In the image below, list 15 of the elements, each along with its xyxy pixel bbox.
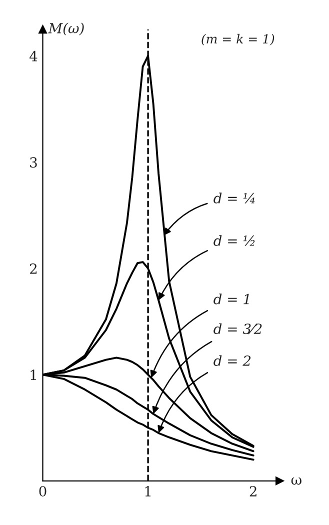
annotation: d = ½ [214,235,255,246]
x-tick-label: 1 [145,486,150,496]
y-tick-label: 3 [30,157,37,168]
y-tick-label: 4 [30,50,38,62]
x-axis-title: ω [291,478,302,485]
annotation: d = 3⁄2 [214,323,262,334]
annotation: (m = k = 1) [202,34,274,46]
annotation: d = 1 [214,294,249,304]
y-tick-label: 1 [30,370,36,380]
x-tick-label: 0 [39,486,46,497]
y-tick-label: 2 [30,263,37,274]
y-axis-title: M(ω) [48,22,84,36]
annotation: d = 2 [214,355,251,366]
x-tick-label: 2 [250,486,256,496]
annotation: d = ¼ [214,192,255,204]
